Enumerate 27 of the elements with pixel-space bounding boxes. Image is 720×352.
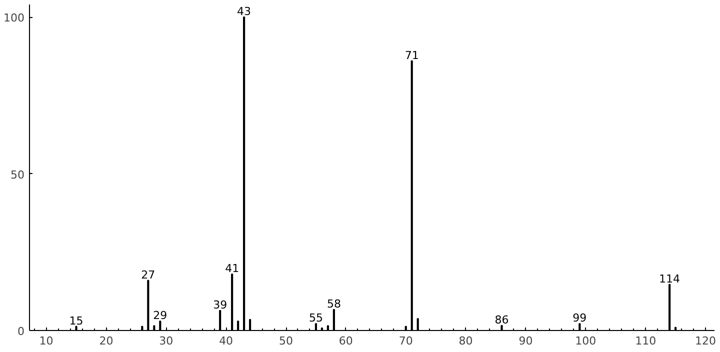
annotation: 15	[69, 314, 84, 328]
y-tick-label: 50	[10, 168, 25, 182]
annotation: 71	[404, 48, 419, 62]
x-tick-label: 30	[159, 334, 174, 348]
annotation: 114	[659, 272, 680, 286]
y-tick-label: 100	[4, 12, 25, 25]
x-tick-label: 40	[219, 334, 234, 348]
x-tick-label: 60	[338, 334, 353, 348]
x-tick-label: 70	[398, 334, 413, 348]
x-tick-label: 80	[458, 334, 473, 348]
annotation: 41	[225, 262, 240, 276]
annotation: 99	[572, 312, 587, 325]
x-tick-label: 100	[575, 334, 596, 348]
x-tick-label: 10	[39, 334, 54, 348]
annotation: 27	[141, 268, 156, 282]
annotation: 86	[494, 313, 509, 326]
x-tick-label: 90	[518, 334, 533, 348]
y-tick-label: 0	[18, 325, 24, 338]
x-tick-label: 120	[695, 334, 716, 348]
x-tick-label: 50	[279, 334, 293, 348]
annotation: 29	[153, 309, 168, 322]
annotation: 55	[308, 312, 323, 325]
annotation: 43	[237, 5, 252, 18]
x-tick-label: 20	[99, 334, 114, 348]
annotation: 58	[326, 298, 341, 310]
x-tick-label: 110	[635, 334, 656, 348]
annotation: 39	[213, 298, 228, 312]
